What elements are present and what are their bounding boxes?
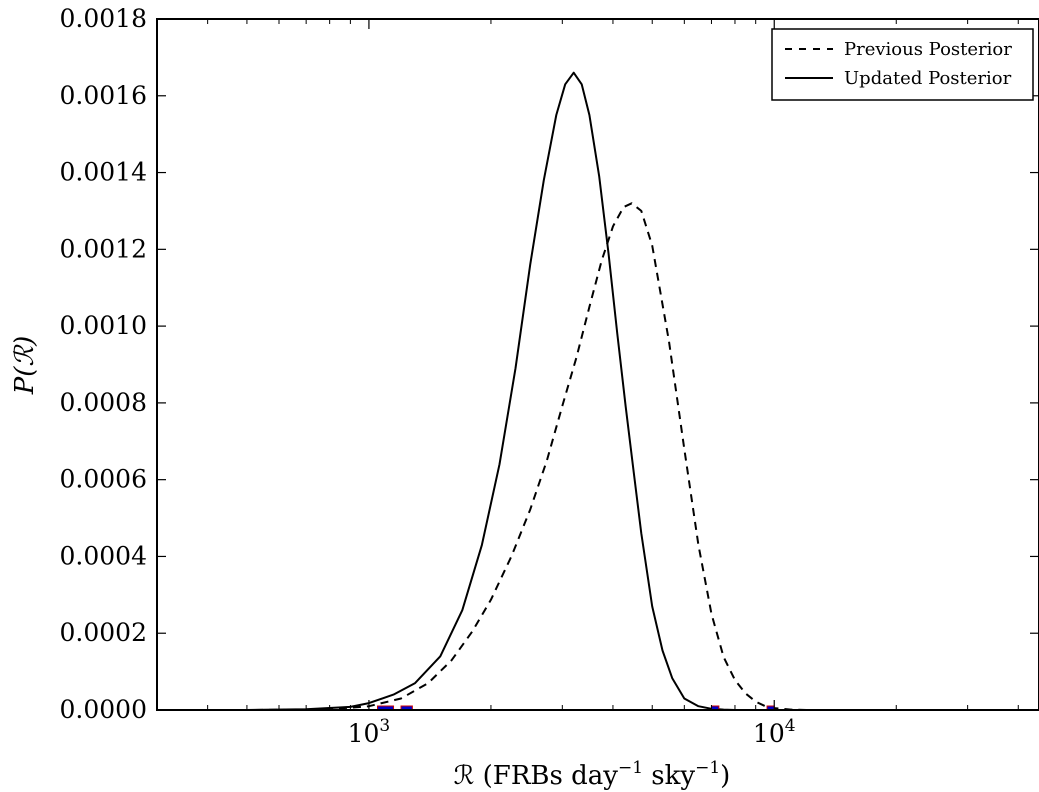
y-tick-label: 0.0016: [60, 81, 147, 110]
chart-marks: [157, 71, 1039, 711]
x-tick-label: 104: [753, 716, 796, 748]
y-tick-label: 0.0014: [60, 158, 147, 187]
series-line-updated-posterior: [157, 71, 1039, 711]
y-tick-label: 0.0000: [60, 695, 147, 724]
y-tick-label: 0.0018: [60, 4, 147, 33]
series-line-previous-posterior: [157, 202, 1039, 711]
x-axis-label-exp1: −1: [618, 758, 643, 778]
legend-label-updated: Updated Posterior: [844, 68, 1012, 89]
y-tick-label: 0.0002: [60, 618, 147, 647]
legend-box: [771, 28, 1034, 101]
y-tick-label: 0.0006: [60, 465, 147, 494]
axes-frame: [156, 18, 1039, 711]
x-axis-label: ℛ (FRBs day−1 sky−1): [454, 758, 731, 791]
y-axis-label: P(ℛ): [10, 336, 40, 396]
y-tick-label: 0.0012: [60, 234, 147, 263]
axis-ticks: 0.0000 0.0002 0.0004 0.0006 0.0008 0.0010 0.00…: [60, 4, 1039, 748]
x-axis-label-end: ): [720, 761, 730, 791]
x-axis-label-main: ℛ (FRBs day: [454, 761, 619, 791]
y-tick-label: 0.0008: [60, 388, 147, 417]
legend: Previous Posterior Updated Posterior: [771, 28, 1034, 101]
y-tick-label: 0.0010: [60, 311, 147, 340]
x-axis-label-mid: sky: [643, 761, 695, 791]
x-axis-label-exp2: −1: [695, 758, 720, 778]
x-tick-label: 103: [348, 716, 391, 748]
y-tick-label: 0.0004: [60, 541, 147, 570]
legend-label-previous: Previous Posterior: [844, 39, 1012, 60]
